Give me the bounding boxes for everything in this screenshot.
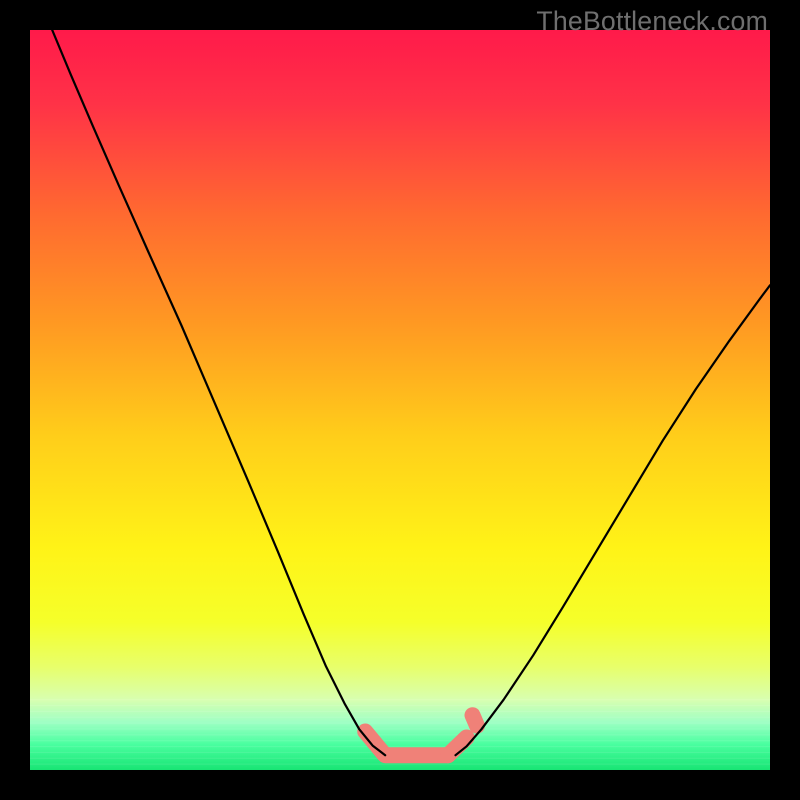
watermark-text: TheBottleneck.com [536, 6, 768, 37]
gradient-background [30, 30, 770, 770]
plot-area [30, 30, 770, 770]
bottleneck-chart [30, 30, 770, 770]
chart-frame: TheBottleneck.com [0, 0, 800, 800]
